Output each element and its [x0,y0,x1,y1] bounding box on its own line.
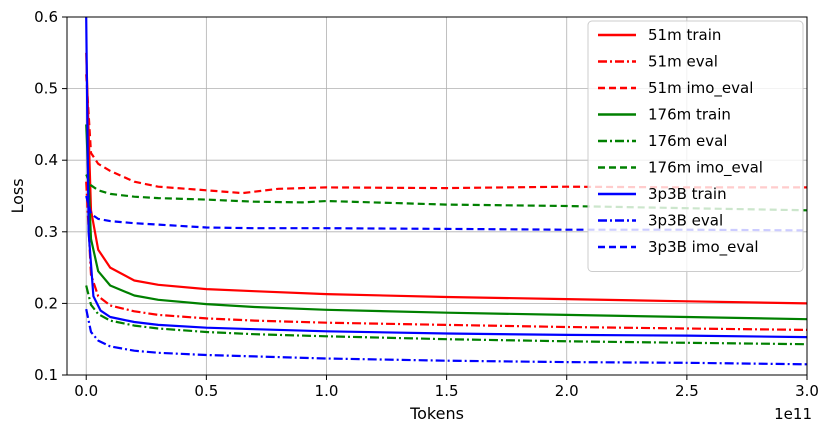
series-line-51m-eval [85,181,807,331]
x-tick-label: 0.0 [74,382,98,400]
y-ticks: 0.1 0.2 0.3 0.4 0.5 0.6 [34,8,67,384]
legend-label: 51m imo_eval [648,79,753,98]
series-line-51m-train [85,52,807,305]
legend-label: 176m eval [648,132,727,150]
series-line-176m-eval [85,285,807,346]
y-tick-label: 0.3 [34,223,58,241]
x-tick-label: 1.5 [435,382,459,400]
x-tick-label: 2.0 [555,382,579,400]
plot-frame [66,16,808,376]
series-layer [85,17,807,366]
y-tick-label: 0.5 [34,80,58,98]
y-axis-label: Loss [8,178,27,213]
series-line-176m-imo_eval [85,174,807,212]
legend-label: 3p3B imo_eval [648,238,759,257]
legend-label: 51m eval [648,53,718,71]
y-tick-label: 0.1 [34,366,58,384]
legend-label: 176m imo_eval [648,159,763,178]
x-tick-label: 3.0 [795,382,819,400]
legend-label: 3p3B train [648,185,727,203]
x-ticks: 0.0 0.5 1.0 1.5 2.0 2.5 3.0 [74,375,819,400]
series-line-3p3b-imo_eval [85,195,807,232]
legend: 51m train 51m eval 51m imo_eval 176m train 1… [587,20,804,272]
legend-box [587,20,804,272]
legend-label: 3p3B eval [648,212,723,230]
series-line-3p3b-eval [85,308,807,366]
x-tick-label: 0.5 [194,382,218,400]
legend-label: 51m train [648,26,721,44]
series-line-51m-imo_eval [85,74,807,195]
legend-label: 176m train [648,106,731,124]
y-tick-label: 0.6 [34,8,58,26]
y-tick-label: 0.4 [34,151,58,169]
y-tick-label: 0.2 [34,294,58,312]
x-axis-label: Tokens [409,404,464,423]
x-tick-label: 2.5 [675,382,699,400]
series-line-3p3b-train [85,17,807,339]
series-line-176m-train [85,124,807,321]
x-tick-label: 1.0 [315,382,339,400]
x-axis-offset-label: 1e11 [774,405,812,423]
